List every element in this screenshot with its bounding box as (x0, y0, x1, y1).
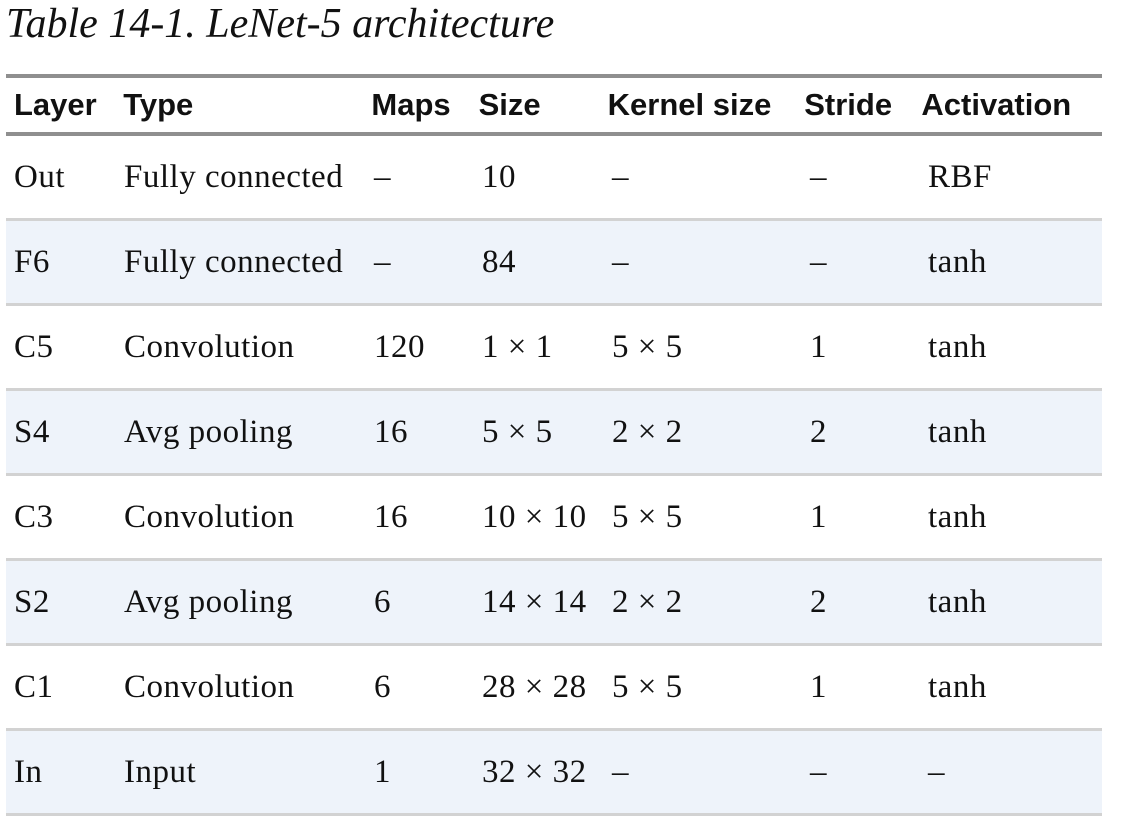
table-row: C3 Convolution 16 10 × 10 5 × 5 1 tanh (6, 476, 1102, 561)
cell-activation: tanh (928, 413, 987, 450)
table-row: S2 Avg pooling 6 14 × 14 2 × 2 2 tanh (6, 561, 1102, 646)
cell-stride: 1 (810, 668, 827, 705)
cell-maps: 6 (374, 583, 391, 620)
cell-stride: 1 (810, 328, 827, 365)
cell-type: Convolution (124, 328, 295, 365)
cell-layer: In (14, 753, 43, 790)
cell-size: 14 × 14 (482, 583, 587, 620)
table-row: Out Fully connected – 10 – – RBF (6, 136, 1102, 221)
cell-layer: C1 (14, 668, 54, 705)
cell-kernel-size: 5 × 5 (612, 668, 683, 705)
cell-kernel-size: 5 × 5 (612, 498, 683, 535)
cell-maps: 16 (374, 498, 408, 535)
cell-size: 1 × 1 (482, 328, 553, 365)
cell-activation: tanh (928, 583, 987, 620)
header-layer: Layer (14, 87, 97, 122)
table-header-row: Layer Type Maps Size Kernel size Stride … (6, 78, 1102, 136)
cell-layer: C5 (14, 328, 54, 365)
cell-size: 28 × 28 (482, 668, 587, 705)
cell-maps: 6 (374, 668, 391, 705)
cell-size: 10 × 10 (482, 498, 587, 535)
table-row: F6 Fully connected – 84 – – tanh (6, 221, 1102, 306)
header-type: Type (123, 87, 194, 122)
header-stride: Stride (804, 87, 893, 122)
cell-kernel-size: – (612, 243, 629, 280)
cell-stride: 1 (810, 498, 827, 535)
cell-activation: tanh (928, 243, 987, 280)
cell-layer: F6 (14, 243, 50, 280)
cell-type: Avg pooling (124, 413, 293, 450)
cell-kernel-size: 2 × 2 (612, 583, 683, 620)
cell-maps: 120 (374, 328, 425, 365)
lenet-table: Layer Type Maps Size Kernel size Stride … (6, 74, 1102, 816)
table-row: C1 Convolution 6 28 × 28 5 × 5 1 tanh (6, 646, 1102, 731)
cell-kernel-size: – (612, 753, 629, 790)
cell-activation: tanh (928, 498, 987, 535)
cell-kernel-size: 5 × 5 (612, 328, 683, 365)
cell-maps: – (374, 158, 391, 195)
header-kernel-size: Kernel size (607, 87, 772, 122)
cell-layer: S4 (14, 413, 50, 450)
cell-activation: RBF (928, 158, 992, 195)
table-caption: Table 14-1. LeNet-5 architecture (6, 1, 555, 47)
cell-size: 10 (482, 158, 516, 195)
cell-size: 84 (482, 243, 516, 280)
cell-layer: C3 (14, 498, 54, 535)
header-size: Size (478, 87, 541, 122)
cell-maps: – (374, 243, 391, 280)
cell-type: Fully connected (124, 158, 344, 195)
cell-size: 32 × 32 (482, 753, 587, 790)
cell-activation: tanh (928, 668, 987, 705)
cell-type: Convolution (124, 498, 295, 535)
cell-stride: – (810, 158, 827, 195)
header-activation: Activation (921, 87, 1072, 122)
table-top-rule (6, 74, 1102, 78)
cell-type: Avg pooling (124, 583, 293, 620)
cell-type: Fully connected (124, 243, 344, 280)
cell-size: 5 × 5 (482, 413, 553, 450)
header-maps: Maps (371, 87, 451, 122)
table-row: C5 Convolution 120 1 × 1 5 × 5 1 tanh (6, 306, 1102, 391)
cell-layer: Out (14, 158, 65, 195)
cell-stride: – (810, 753, 827, 790)
cell-kernel-size: – (612, 158, 629, 195)
cell-stride: 2 (810, 583, 827, 620)
cell-type: Convolution (124, 668, 295, 705)
cell-stride: 2 (810, 413, 827, 450)
cell-maps: 16 (374, 413, 408, 450)
cell-maps: 1 (374, 753, 391, 790)
cell-activation: – (928, 753, 945, 790)
cell-type: Input (124, 753, 197, 790)
table-row: S4 Avg pooling 16 5 × 5 2 × 2 2 tanh (6, 391, 1102, 476)
cell-layer: S2 (14, 583, 50, 620)
cell-activation: tanh (928, 328, 987, 365)
cell-stride: – (810, 243, 827, 280)
table-row: In Input 1 32 × 32 – – – (6, 731, 1102, 816)
cell-kernel-size: 2 × 2 (612, 413, 683, 450)
